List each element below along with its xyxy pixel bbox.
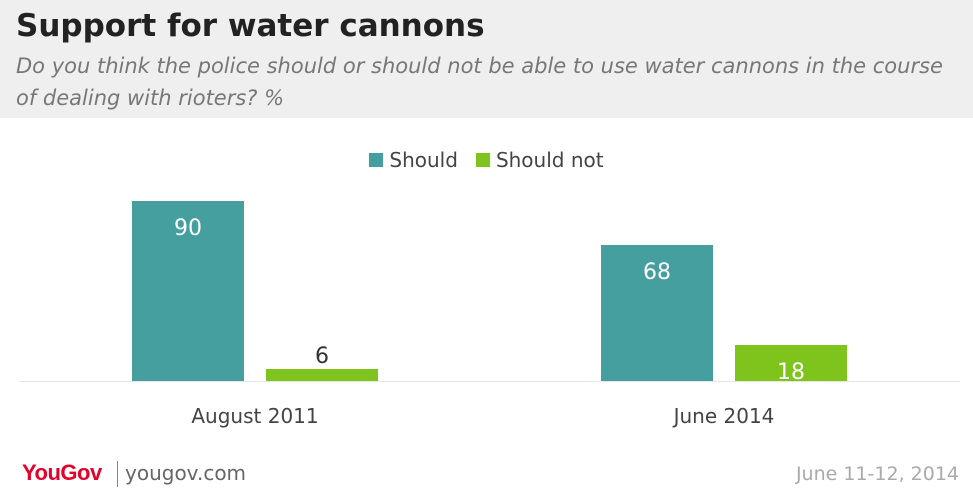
legend-swatch-should	[369, 153, 384, 167]
footer-site-link[interactable]: yougov.com	[125, 461, 247, 485]
bar-should-not-1	[735, 345, 847, 381]
data-label-should-not-1: 18	[777, 360, 805, 385]
bar-should-1	[601, 245, 713, 381]
footer-date: June 11-12, 2014	[795, 463, 959, 485]
data-label-should-0: 90	[174, 216, 202, 241]
bar-should-0	[132, 201, 244, 381]
footer-divider	[117, 461, 118, 487]
legend-item-should: Should	[369, 148, 458, 172]
data-label-should-not-0: 6	[315, 344, 329, 369]
chart-subtitle: Do you think the police should or should…	[16, 54, 943, 110]
legend-swatch-should-not	[475, 153, 490, 167]
bar-should-not-0	[266, 369, 378, 381]
x-tick-label-1: June 2014	[672, 404, 775, 428]
legend-item-should-not: Should not	[475, 148, 604, 172]
legend-label-should: Should	[389, 148, 458, 172]
chart-title: Support for water cannons	[16, 8, 485, 44]
chart-header: Support for water cannons Do you think t…	[0, 0, 973, 118]
yougov-logo: YouGov	[22, 460, 102, 485]
legend-label-should-not: Should not	[495, 148, 604, 172]
x-tick-label-0: August 2011	[191, 404, 318, 428]
data-label-should-1: 68	[643, 260, 671, 285]
chart-legend: Should Should not	[0, 148, 973, 172]
